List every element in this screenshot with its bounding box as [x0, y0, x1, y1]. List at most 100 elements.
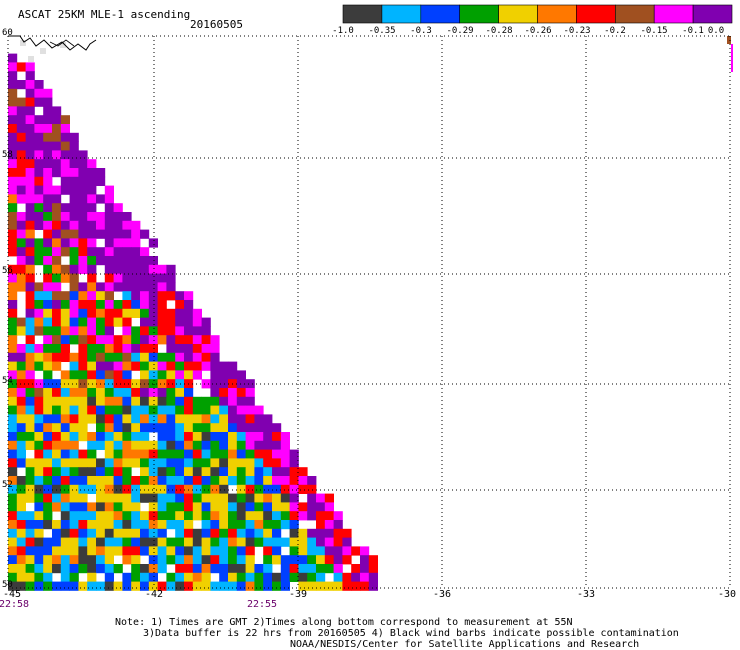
wind-cell: [228, 458, 238, 468]
wind-cell: [16, 493, 26, 503]
wind-cell: [34, 546, 44, 556]
wind-cell: [60, 308, 70, 318]
wind-cell: [236, 484, 246, 494]
wind-cell: [25, 370, 35, 380]
wind-cell: [25, 203, 35, 213]
wind-cell: [60, 247, 70, 257]
wind-cell: [122, 581, 132, 591]
wind-cell: [52, 273, 62, 283]
wind-cell: [60, 229, 70, 239]
wind-cell: [34, 291, 44, 301]
wind-cell: [157, 352, 167, 362]
wind-cell: [34, 247, 44, 257]
wind-cell: [78, 520, 88, 530]
wind-cell: [184, 396, 194, 406]
wind-cell: [131, 335, 141, 345]
wind-cell: [104, 520, 114, 530]
wind-cell: [263, 581, 273, 591]
wind-cell: [236, 440, 246, 450]
wind-cell: [16, 106, 26, 116]
wind-cell: [60, 546, 70, 556]
wind-cell: [210, 396, 220, 406]
wind-cell: [219, 432, 229, 442]
wind-cell: [60, 458, 70, 468]
wind-cell: [307, 581, 317, 591]
wind-cell: [140, 467, 150, 477]
wind-cell: [8, 97, 18, 107]
wind-cell: [87, 379, 97, 389]
wind-cell: [52, 344, 62, 354]
wind-cell: [43, 273, 53, 283]
coastline: [8, 35, 97, 51]
wind-cell: [219, 370, 229, 380]
wind-cell: [25, 247, 35, 257]
wind-cell: [104, 511, 114, 521]
wind-cell: [148, 291, 158, 301]
wind-cell: [228, 423, 238, 433]
wind-cell: [16, 528, 26, 538]
wind-cell: [140, 273, 150, 283]
wind-cell: [148, 308, 158, 318]
wind-cell: [307, 537, 317, 547]
wind-cell: [140, 317, 150, 327]
wind-cell: [113, 528, 123, 538]
wind-cell: [148, 458, 158, 468]
wind-cell: [52, 168, 62, 178]
wind-cell: [245, 396, 255, 406]
wind-cell: [104, 546, 114, 556]
wind-cell: [289, 458, 299, 468]
wind-cell: [280, 572, 290, 582]
wind-cell: [113, 220, 123, 230]
wind-cell: [113, 247, 123, 257]
wind-cell: [52, 150, 62, 160]
wind-cell: [175, 572, 185, 582]
wind-cell: [245, 423, 255, 433]
wind-cell: [298, 502, 308, 512]
wind-cell: [254, 528, 264, 538]
coastline: [49, 39, 75, 47]
wind-cell: [69, 546, 79, 556]
wind-cell: [140, 432, 150, 442]
wind-cell: [34, 388, 44, 398]
wind-cell: [307, 564, 317, 574]
wind-cell: [104, 220, 114, 230]
wind-cell: [34, 432, 44, 442]
wind-cell: [60, 176, 70, 186]
wind-cell: [307, 493, 317, 503]
wind-cell: [78, 414, 88, 424]
wind-cell: [60, 124, 70, 134]
wind-cell: [175, 546, 185, 556]
wind-cell: [60, 396, 70, 406]
wind-cell: [43, 194, 53, 204]
wind-cell: [78, 212, 88, 222]
wind-cell: [263, 564, 273, 574]
wind-cell: [307, 476, 317, 486]
wind-cell: [60, 291, 70, 301]
wind-cell: [104, 335, 114, 345]
wind-cell: [87, 344, 97, 354]
wind-cell: [236, 423, 246, 433]
wind-cell: [25, 423, 35, 433]
wind-cell: [175, 326, 185, 336]
wind-cell: [16, 379, 26, 389]
wind-cell: [263, 520, 273, 530]
wind-cell: [104, 572, 114, 582]
wind-cell: [263, 537, 273, 547]
wind-cell: [324, 520, 334, 530]
wind-cell: [69, 352, 79, 362]
wind-cell: [96, 256, 106, 266]
wind-cell: [219, 379, 229, 389]
note-line: 3)Data buffer is 22 hrs from 20160505 4)…: [143, 628, 679, 639]
wind-cell: [175, 476, 185, 486]
wind-cell: [113, 317, 123, 327]
wind-cell: [60, 150, 70, 160]
wind-cell: [263, 440, 273, 450]
wind-cell: [87, 440, 97, 450]
wind-cell: [342, 537, 352, 547]
wind-cell: [25, 484, 35, 494]
wind-cell: [272, 458, 282, 468]
wind-cell: [43, 308, 53, 318]
wind-cell: [298, 572, 308, 582]
wind-cell: [78, 546, 88, 556]
